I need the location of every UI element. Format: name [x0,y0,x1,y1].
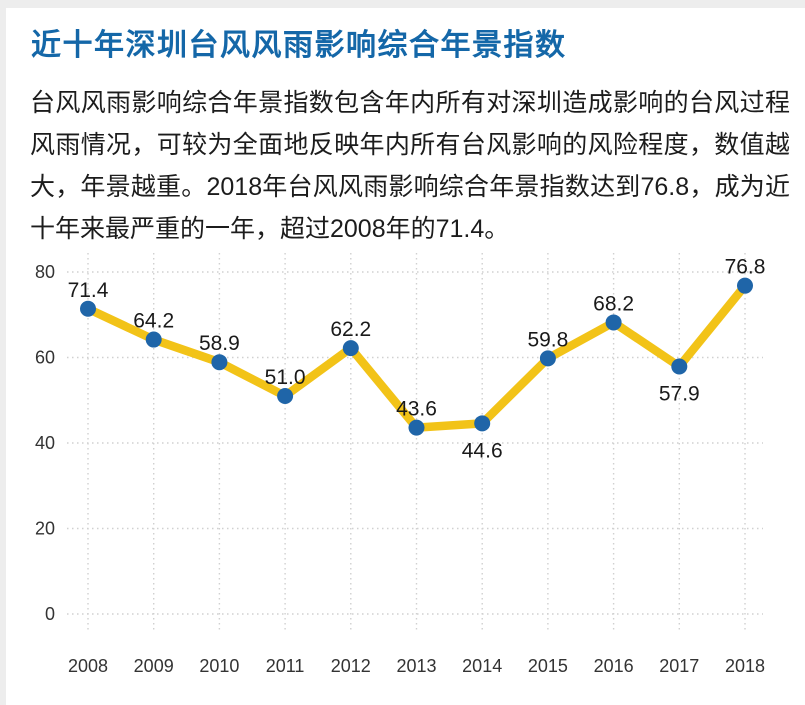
x-axis-label: 2016 [594,656,634,676]
y-axis-label: 80 [35,262,55,282]
data-point-label: 59.8 [527,328,568,351]
data-point-label: 44.6 [462,439,503,462]
data-point-label: 43.6 [396,398,437,421]
x-axis-label: 2011 [266,656,305,676]
data-point-label: 57.9 [659,382,700,405]
y-axis-label: 40 [35,433,55,453]
y-axis-label: 20 [35,519,55,539]
data-point [737,277,753,294]
line-chart-canvas: 0 20 40 60 80 2008 2009 2010 2011 2012 2013 2014 201… [35,253,766,676]
data-point [145,331,162,348]
x-axis-label: 2017 [659,656,699,676]
x-axis-label: 2009 [134,656,174,676]
data-point [474,415,491,432]
data-point [277,387,294,404]
x-axis-label: 2015 [528,656,568,676]
description-paragraph: 台风风雨影响综合年景指数包含年内所有对深圳造成影响的台风过程风雨情况，可较为全面… [30,89,790,243]
y-axis-label: 60 [35,348,55,368]
left-edge-strip [0,0,6,705]
data-point-label: 62.2 [330,318,371,341]
data-point-label: 51.0 [265,366,306,389]
data-point [539,350,556,367]
data-point [80,300,96,317]
x-axis-label: 2008 [68,656,108,676]
x-axis-label: 2014 [462,656,502,676]
top-edge-strip [0,0,805,8]
page-title: 近十年深圳台风风雨影响综合年景指数 [31,29,567,62]
x-axis-label: 2013 [396,656,436,676]
x-axis-label: 2018 [725,656,765,676]
x-axis-label: 2012 [331,656,371,676]
data-point [211,354,228,371]
data-point-label: 58.9 [199,332,240,355]
data-point [408,419,425,436]
data-point [342,340,359,357]
data-point-label: 68.2 [593,292,634,315]
data-point-label: 71.4 [68,279,109,302]
typhoon-index-line-chart: 0 20 40 60 80 2008 2009 2010 2011 2012 2013 2014 201… [0,250,805,705]
data-point [605,314,622,331]
y-axis-label: 0 [45,604,55,624]
x-axis-label: 2010 [199,656,239,676]
data-point-label: 76.8 [725,256,766,279]
data-point [671,358,688,375]
data-point-label: 64.2 [133,310,174,333]
